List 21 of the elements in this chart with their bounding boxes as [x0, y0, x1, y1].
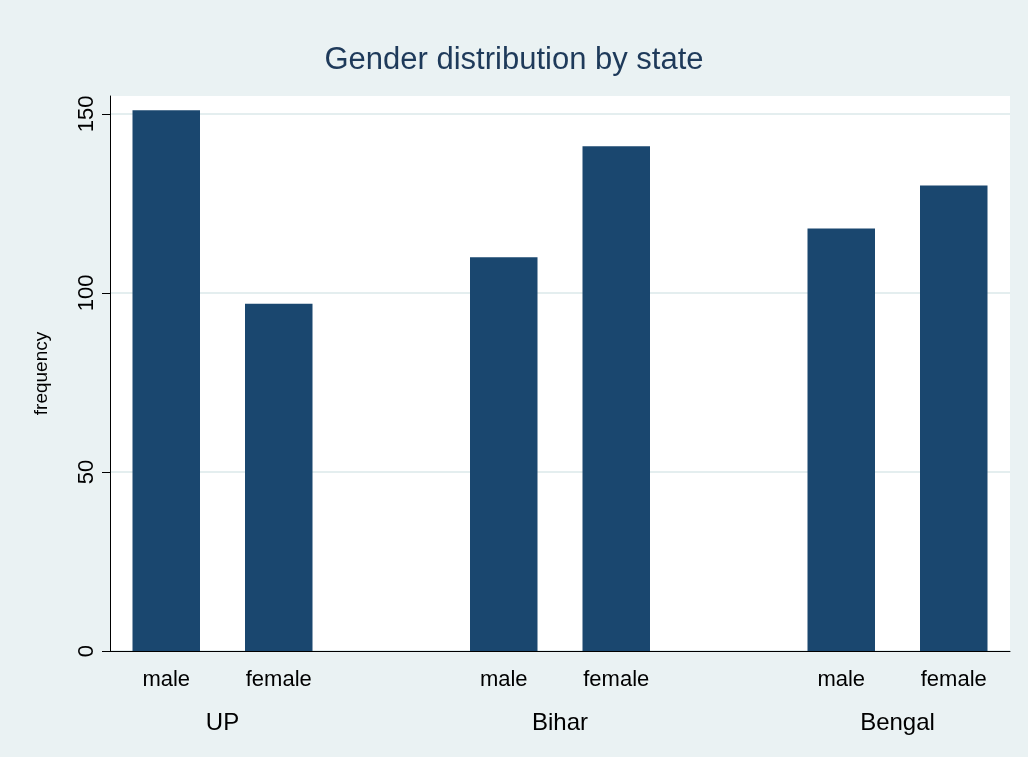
- x-tick-label: female: [245, 665, 312, 691]
- text: Bihar: [531, 707, 589, 735]
- x-tick-label: male: [142, 665, 191, 691]
- y-tick-label: 100: [72, 274, 98, 312]
- chart-title: Gender distribution by state: [324, 41, 704, 76]
- bar: [920, 185, 988, 651]
- bar: [470, 257, 538, 651]
- text: Bengal: [860, 707, 935, 735]
- bar: [132, 110, 200, 651]
- bar: [807, 228, 875, 651]
- bar: [245, 303, 313, 651]
- y-tick-label: 150: [72, 95, 98, 133]
- y-axis-title: frequency: [30, 331, 51, 416]
- bar: [582, 146, 650, 651]
- y-tick-label: 50: [72, 459, 98, 485]
- x-tick-label: male: [479, 665, 528, 691]
- x-tick-label: female: [583, 665, 650, 691]
- text: UP: [205, 707, 240, 735]
- x-tick-label: male: [817, 665, 866, 691]
- y-tick-label: 0: [72, 644, 98, 658]
- x-tick-label: female: [920, 665, 987, 691]
